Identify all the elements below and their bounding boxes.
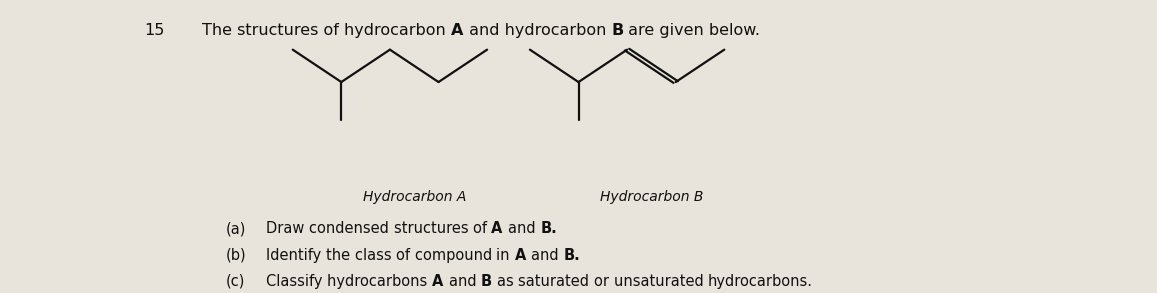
Text: compound: compound [414, 248, 496, 263]
Text: Hydrocarbon A: Hydrocarbon A [362, 190, 466, 205]
Text: (c): (c) [226, 274, 245, 289]
Text: the: the [326, 248, 355, 263]
Text: 15: 15 [145, 23, 165, 38]
Text: and: and [531, 248, 563, 263]
Text: and: and [449, 274, 481, 289]
Text: Draw: Draw [266, 221, 309, 236]
Text: and hydrocarbon: and hydrocarbon [464, 23, 611, 38]
Text: A: A [515, 248, 531, 263]
Text: structures: structures [393, 221, 473, 236]
Text: A: A [432, 274, 449, 289]
Text: Classify: Classify [266, 274, 327, 289]
Text: of: of [396, 248, 414, 263]
Text: unsaturated: unsaturated [613, 274, 708, 289]
Text: and: and [508, 221, 540, 236]
Text: B.: B. [563, 248, 580, 263]
Text: are given below.: are given below. [624, 23, 760, 38]
Text: in: in [496, 248, 515, 263]
Text: A: A [451, 23, 464, 38]
Text: hydrocarbons.: hydrocarbons. [708, 274, 813, 289]
Text: A: A [492, 221, 508, 236]
Text: as: as [498, 274, 518, 289]
Text: B: B [481, 274, 498, 289]
Text: (a): (a) [226, 221, 246, 236]
Text: The structures of hydrocarbon: The structures of hydrocarbon [202, 23, 451, 38]
Text: hydrocarbons: hydrocarbons [327, 274, 432, 289]
Text: (b): (b) [226, 248, 246, 263]
Text: B.: B. [540, 221, 557, 236]
Text: B: B [611, 23, 624, 38]
Text: Hydrocarbon B: Hydrocarbon B [599, 190, 703, 205]
Text: saturated: saturated [518, 274, 594, 289]
Text: condensed: condensed [309, 221, 393, 236]
Text: Identify: Identify [266, 248, 326, 263]
Text: class: class [355, 248, 396, 263]
Text: or: or [594, 274, 613, 289]
Text: of: of [473, 221, 492, 236]
